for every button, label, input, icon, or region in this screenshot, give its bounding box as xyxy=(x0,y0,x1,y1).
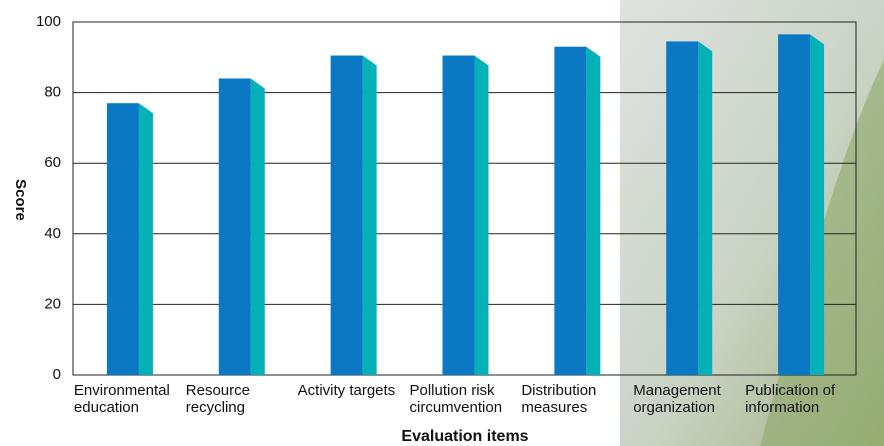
x-tick-label: Activity targets xyxy=(297,382,396,399)
y-tick-label: 20 xyxy=(44,295,61,312)
bar xyxy=(106,103,139,375)
bar xyxy=(554,46,587,376)
y-tick-label: 100 xyxy=(36,13,61,30)
bar-side xyxy=(810,34,825,375)
y-tick-label: 80 xyxy=(44,84,61,101)
bar xyxy=(778,34,811,375)
x-tick-label: Publication of information xyxy=(745,382,836,416)
bar-side xyxy=(138,103,153,375)
y-tick-label: 60 xyxy=(44,154,61,171)
y-tick-label: 40 xyxy=(44,225,61,242)
x-tick-label: Pollution risk circumvention xyxy=(409,382,503,416)
x-tick-label: Management organization xyxy=(633,382,721,416)
bar-side xyxy=(698,41,713,375)
x-axis-label: Evaluation items xyxy=(401,428,528,445)
y-tick-label: 0 xyxy=(53,366,61,383)
bar-side xyxy=(474,55,489,375)
x-tick-label: Resource recycling xyxy=(185,382,250,416)
bar xyxy=(666,41,699,375)
bar-side xyxy=(586,46,601,376)
x-tick-label: Distribution measures xyxy=(521,382,597,416)
bar-side xyxy=(362,55,377,375)
bar xyxy=(442,55,475,375)
y-axis-label: Score xyxy=(12,179,29,221)
x-tick-label: Environmental education xyxy=(73,382,170,416)
bar-side xyxy=(250,78,265,375)
bar xyxy=(218,78,251,375)
bar xyxy=(330,55,363,375)
